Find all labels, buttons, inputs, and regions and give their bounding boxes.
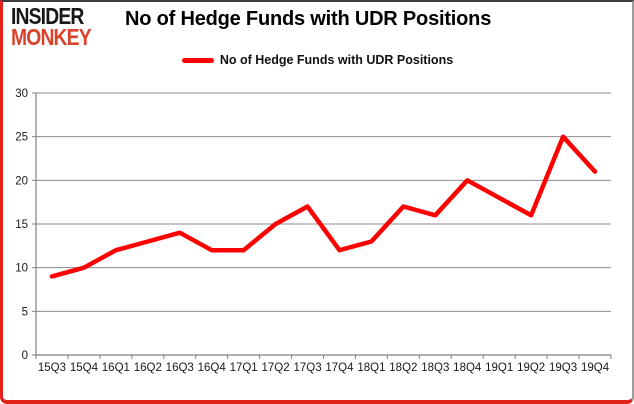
x-axis-tick-label: 19Q2	[517, 362, 545, 374]
y-axis-tick-label: 25	[15, 132, 28, 144]
x-axis-tick-label: 17Q4	[325, 362, 354, 374]
legend-line-swatch	[181, 57, 214, 63]
x-axis-tick-label: 16Q3	[166, 362, 194, 374]
x-axis-tick-label: 16Q1	[102, 362, 130, 374]
legend-series-label: No of Hedge Funds with UDR Positions	[219, 53, 454, 67]
line-chart: 0 5 10 15 20 25 30 15Q3 15Q4 16Q1 16Q2 16Q3 16Q4 17Q1…	[15, 88, 612, 374]
legend: No of Hedge Funds with UDR Positions	[3, 53, 632, 67]
x-axis-tick-label: 18Q1	[357, 362, 385, 374]
x-axis-tick-label: 16Q2	[134, 362, 162, 374]
x-axis-tick-label: 18Q4	[453, 362, 482, 374]
y-axis-tick-label: 20	[15, 175, 28, 187]
chart-content: 0 5 10 15 20 25 30 15Q3 15Q4 16Q1 16Q2 16Q3 16Q4 17Q1…	[3, 2, 632, 400]
y-axis-tick-label: 10	[15, 263, 28, 275]
x-axis-tick-label: 15Q4	[70, 362, 99, 374]
y-axis-tick-label: 0	[22, 350, 28, 362]
x-axis-tick-label: 16Q4	[198, 362, 227, 374]
x-axis-tick-label: 18Q2	[389, 362, 417, 374]
x-axis-tick-label: 17Q2	[262, 362, 290, 374]
x-axis-tick-label: 19Q4	[581, 362, 610, 374]
x-axis-tick-label: 15Q3	[38, 362, 66, 374]
y-axis-tick-label: 5	[22, 306, 28, 318]
x-axis-tick-label: 17Q1	[230, 362, 258, 374]
logo-text-monkey: MONKEY	[11, 24, 92, 51]
y-axis-tick-label: 15	[15, 219, 28, 231]
chart-title: No of Hedge Funds with UDR Positions	[125, 8, 492, 30]
data-series-line	[49, 134, 598, 279]
x-axis-tick-label: 17Q3	[293, 362, 321, 374]
x-axis-tick-label: 19Q3	[549, 362, 577, 374]
x-axis-tick-label: 19Q1	[485, 362, 513, 374]
insider-monkey-logo: INSIDER MONKEY	[11, 3, 92, 51]
y-axis-tick-label: 30	[15, 88, 28, 100]
logo-text-insider: INSIDER	[11, 3, 84, 29]
x-axis-tick-label: 18Q3	[421, 362, 449, 374]
